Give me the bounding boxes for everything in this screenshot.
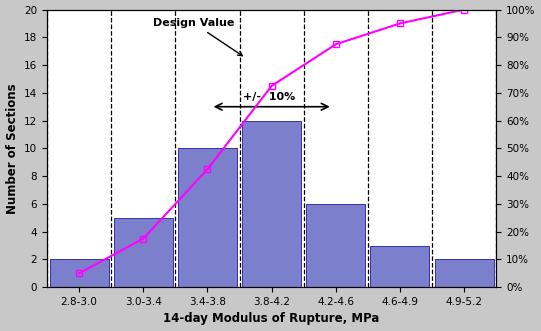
Bar bbox=[114, 218, 173, 287]
Bar bbox=[242, 120, 301, 287]
Text: +/-  10%: +/- 10% bbox=[243, 92, 295, 102]
X-axis label: 14-day Modulus of Rupture, MPa: 14-day Modulus of Rupture, MPa bbox=[163, 312, 380, 325]
Y-axis label: Number of Sections: Number of Sections bbox=[5, 83, 18, 214]
Bar bbox=[50, 260, 109, 287]
Bar bbox=[434, 260, 493, 287]
Bar bbox=[306, 204, 365, 287]
Bar bbox=[178, 148, 237, 287]
Bar bbox=[371, 246, 430, 287]
Text: Design Value: Design Value bbox=[153, 18, 242, 56]
